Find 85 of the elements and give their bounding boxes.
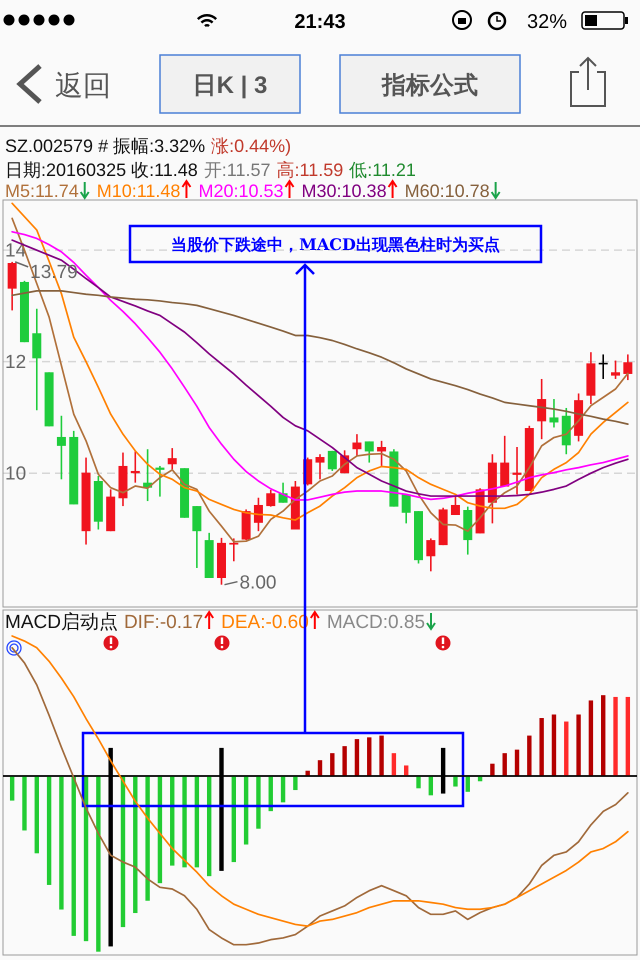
text: 21:43 (294, 11, 346, 33)
bar (46, 776, 52, 885)
bar (564, 722, 568, 776)
candlestick (328, 450, 337, 472)
text: M10:11.48 (96, 181, 180, 201)
bar (133, 776, 138, 914)
bar (244, 776, 248, 845)
annotation: 当股价下跌途中，MACD出现黑色柱时为买点 (171, 235, 500, 254)
chart-title: SZ.002579 # 振幅:3.32% (5, 136, 206, 156)
text: 指标公式 (381, 72, 478, 99)
candlestick (426, 538, 436, 572)
bar (72, 776, 76, 936)
bar (502, 753, 507, 776)
candlestick (130, 450, 140, 484)
candlestick (402, 494, 411, 524)
text: 日期:20160325 收:11.48 (5, 160, 198, 180)
bar (145, 776, 150, 901)
text: 返回 (55, 70, 111, 101)
bar (428, 776, 434, 796)
bar (367, 737, 372, 776)
bar (552, 714, 556, 776)
bar (527, 736, 532, 776)
bar (354, 739, 360, 776)
candlestick (377, 440, 386, 467)
text: M20:10.53 (198, 181, 284, 201)
bar (330, 753, 335, 776)
y-tick-label: 12 (5, 352, 26, 373)
text: 低:11.21 (349, 160, 416, 180)
candlestick (56, 414, 66, 480)
bar (96, 776, 101, 952)
bar (59, 776, 64, 910)
text: M30:10.38 (302, 181, 387, 201)
bar (613, 696, 618, 776)
candlestick (316, 453, 324, 480)
bar (194, 776, 200, 868)
candlestick (512, 446, 522, 496)
text: 开:11.57 (204, 160, 271, 180)
bar (576, 714, 581, 776)
candlestick (611, 360, 620, 380)
bar (293, 776, 298, 790)
candlestick (623, 354, 632, 381)
bar (342, 746, 347, 776)
bar (379, 736, 384, 776)
text: M60:10.78 (404, 181, 490, 201)
bar (305, 770, 310, 776)
bar (539, 718, 544, 776)
bar (490, 764, 495, 776)
bar (588, 700, 594, 776)
text: DIF:-0.17 (124, 612, 204, 633)
candlestick (266, 489, 276, 508)
bar (404, 765, 408, 776)
candlestick (155, 465, 164, 498)
candlestick (254, 496, 263, 532)
text: MACD:0.85 (326, 612, 426, 633)
bar (268, 776, 273, 812)
y-tick-label: 10 (5, 463, 26, 484)
candlestick (598, 354, 608, 380)
candlestick (549, 398, 558, 428)
bar (601, 695, 606, 776)
candlestick (168, 447, 177, 470)
bar (514, 750, 520, 776)
candlestick (352, 433, 362, 457)
bar (10, 776, 14, 801)
candlestick (229, 538, 238, 562)
candlestick (500, 435, 510, 488)
text: 高:11.59 (276, 160, 344, 180)
chart-title: MACD启动点 (5, 611, 118, 633)
text: 32% (526, 11, 568, 33)
bar (34, 776, 39, 854)
bar (256, 776, 261, 829)
series-label: M5:11.74 (5, 181, 79, 201)
candlestick (450, 496, 460, 516)
text: 日K | 3 (192, 72, 268, 99)
candlestick (537, 378, 546, 440)
candlestick (364, 440, 374, 464)
annotation: 8.00 (239, 572, 276, 594)
bar (170, 776, 174, 866)
bar (206, 776, 212, 876)
bar (466, 776, 470, 792)
bar (626, 696, 630, 776)
bar (392, 753, 396, 776)
text: 涨:0.44%) (211, 136, 292, 156)
bar (280, 776, 286, 802)
bar (158, 776, 162, 884)
bar (232, 776, 236, 862)
